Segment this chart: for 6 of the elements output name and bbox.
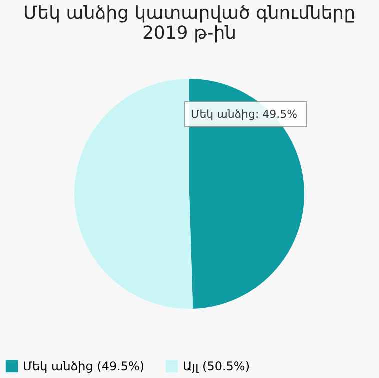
legend-label: Այլ (50.5%) xyxy=(183,359,250,374)
pie-slice xyxy=(74,79,194,309)
legend-label: Մեկ անձից (49.5%) xyxy=(23,359,145,374)
text: Մեկ անձից: 49.5% xyxy=(191,108,298,121)
chart-title: Մեկ անձից կատարված գնումները 2019 թ-ին xyxy=(24,3,356,44)
pie-slice xyxy=(190,79,304,309)
